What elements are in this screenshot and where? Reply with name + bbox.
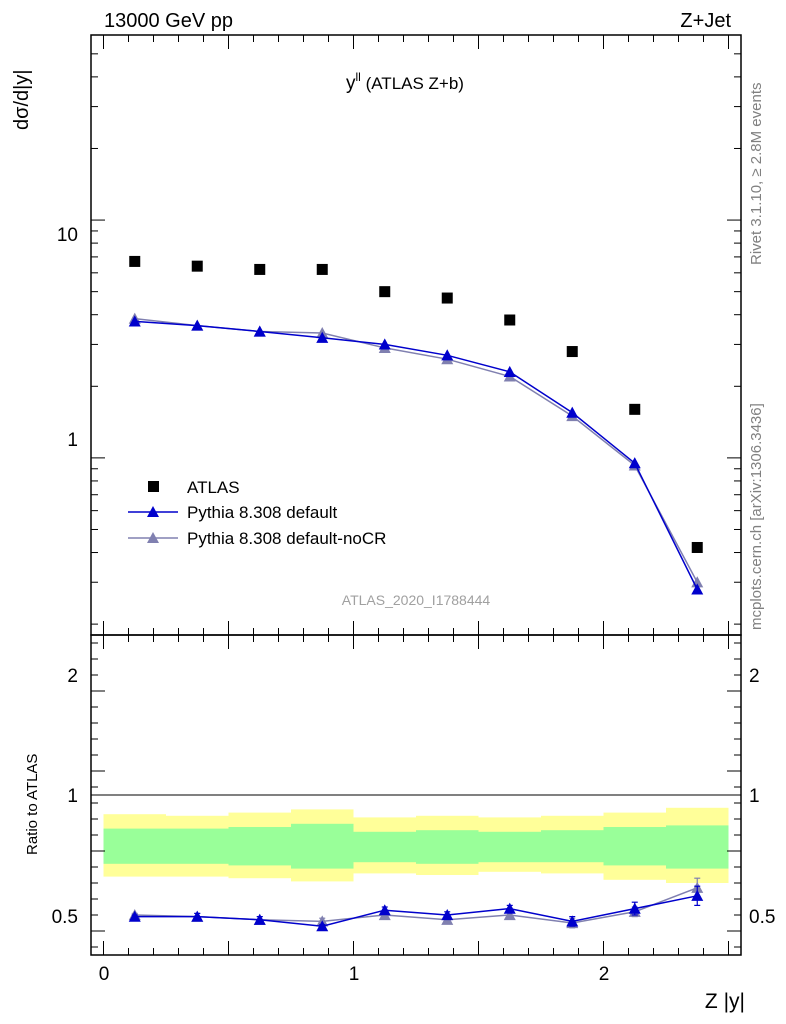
x-tick-label-0: 0: [99, 964, 110, 985]
ratio-band-stat: [228, 827, 291, 866]
ratio-point-default: [566, 915, 579, 927]
ratio-y-tick-label-left-0.5: 0.5: [52, 907, 78, 928]
x-axis-label: Z |y|: [705, 990, 745, 1013]
ratio-y-axis-label: Ratio to ATLAS: [24, 754, 41, 855]
ratio-data: [128, 877, 704, 932]
main-point-atlas: [504, 314, 516, 326]
main-y-tick-label-1: 1: [67, 430, 78, 451]
ratio-frame: [90, 634, 742, 956]
main-ticks: [91, 34, 741, 635]
main-point-default: [191, 319, 204, 331]
main-point-atlas: [629, 403, 641, 415]
ratio-panel: 0.5 1 2 0.5 1 2 Ratio to ATLAS 0 1 2 Z |…: [24, 634, 775, 1013]
ratio-band-stat: [166, 828, 229, 864]
ratio-band-stat: [291, 823, 354, 869]
ratio-y-tick-label-left-1: 1: [67, 786, 78, 807]
analysis-watermark: ATLAS_2020_I1788444: [342, 592, 491, 608]
ratio-y-tick-label-right-2: 2: [749, 666, 760, 687]
main-point-default: [566, 406, 579, 418]
main-point-atlas: [316, 263, 328, 275]
main-title-var: y: [346, 73, 356, 94]
main-point-default: [503, 365, 516, 377]
ratio-point-default: [441, 909, 454, 921]
main-point-default: [691, 583, 704, 595]
legend-marker-atlas: [148, 481, 159, 492]
ratio-point-default: [691, 889, 704, 901]
main-point-atlas: [441, 292, 453, 304]
main-line-default: [134, 320, 698, 590]
main-panel: 1 10 dσ/d|y| yll (ATLAS Z+b) ATLAS_2020_…: [11, 34, 742, 636]
main-point-atlas: [691, 541, 703, 553]
ratio-band-stat: [478, 831, 541, 863]
ratio-point-default: [628, 902, 641, 914]
legend-label-default: Pythia 8.308 default: [187, 503, 338, 522]
main-point-default: [378, 338, 391, 350]
main-point-atlas: [191, 260, 203, 272]
ratio-point-default: [503, 902, 516, 914]
x-tick-label-1: 1: [349, 964, 360, 985]
main-title-sup: ll: [356, 70, 361, 84]
ratio-line-default: [134, 895, 698, 927]
main-point-default: [316, 331, 329, 343]
legend-marker-nocr: [147, 532, 159, 543]
ratio-point-default: [191, 910, 204, 922]
main-data: [128, 255, 704, 595]
rivet-label: Rivet 3.1.10, ≥ 2.8M events: [748, 83, 765, 266]
main-point-default: [628, 457, 641, 469]
ratio-point-default: [316, 920, 329, 932]
ratio-y-tick-label-right-0.5: 0.5: [749, 907, 775, 928]
ratio-band-stat: [666, 825, 729, 869]
ratio-band-stat: [416, 830, 479, 864]
ratio-ticks: [91, 635, 741, 955]
legend-label-atlas: ATLAS: [187, 478, 240, 497]
legend-marker-default: [147, 506, 159, 517]
main-point-atlas: [566, 346, 578, 358]
ratio-point-default: [253, 913, 266, 925]
main-y-axis-label: dσ/d|y|: [11, 69, 33, 130]
ratio-y-tick-label-left-2: 2: [67, 666, 78, 687]
main-title-rest: (ATLAS Z+b): [361, 74, 464, 93]
ratio-band-stat: [353, 831, 416, 863]
ratio-bands: [103, 807, 729, 883]
main-point-default: [253, 325, 266, 337]
main-title: yll (ATLAS Z+b): [346, 70, 464, 94]
ratio-point-nocr: [503, 909, 516, 921]
ratio-band-stat: [103, 828, 166, 864]
ratio-y-tick-label-right-1: 1: [749, 786, 760, 807]
mcplots-label: mcplots.cern.ch [arXiv:1306.3436]: [748, 403, 765, 630]
main-point-atlas: [254, 263, 266, 275]
ratio-point-default: [378, 904, 391, 916]
main-point-atlas: [379, 286, 391, 298]
header-energy: 13000 GeV pp: [104, 10, 233, 32]
header-process: Z+Jet: [680, 10, 731, 32]
ratio-band-stat: [603, 827, 666, 866]
legend: ATLAS Pythia 8.308 default Pythia 8.308 …: [128, 478, 386, 548]
x-tick-label-2: 2: [599, 964, 610, 985]
main-point-default: [128, 315, 141, 327]
main-y-tick-label-10: 10: [57, 225, 78, 246]
main-point-default: [441, 349, 454, 361]
legend-label-nocr: Pythia 8.308 default-noCR: [187, 529, 386, 548]
ratio-band-stat: [541, 830, 604, 863]
ratio-point-default: [128, 910, 141, 922]
main-point-atlas: [129, 255, 141, 267]
